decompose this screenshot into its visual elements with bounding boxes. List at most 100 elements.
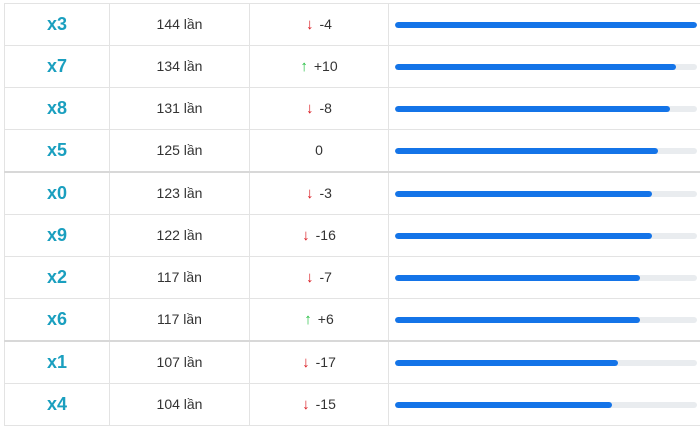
change-indicator: ↓ -15 <box>302 396 336 412</box>
count-cell: 107 lần <box>109 341 250 384</box>
table-row: x5 125 lần 0 <box>4 129 700 173</box>
count-cell: 125 lần <box>109 129 250 173</box>
count-cell: 117 lần <box>109 298 250 342</box>
change-indicator: ↓ -3 <box>306 185 332 201</box>
change-value: -4 <box>319 16 332 32</box>
progress-track <box>395 316 697 323</box>
change-cell: ↓ -4 <box>249 3 389 46</box>
number-cell: x7 <box>4 45 110 88</box>
change-cell: ↓ -3 <box>249 172 389 215</box>
arrow-up-icon: ↑ <box>304 310 312 328</box>
change-cell: ↓ -7 <box>249 256 389 299</box>
bar-cell <box>388 45 700 88</box>
number-cell: x3 <box>4 3 110 46</box>
bar-cell <box>388 214 700 257</box>
number-cell: x6 <box>4 298 110 342</box>
change-cell: ↓ -17 <box>249 341 389 384</box>
count-cell: 131 lần <box>109 87 250 130</box>
bar-cell <box>388 87 700 130</box>
arrow-down-icon: ↓ <box>306 15 314 33</box>
progress-track <box>395 63 697 70</box>
number-label: x3 <box>46 14 68 34</box>
progress-fill <box>395 63 676 70</box>
count-cell: 122 lần <box>109 214 250 257</box>
table-row: x8 131 lần ↓ -8 <box>4 87 700 130</box>
number-label: x4 <box>46 394 68 414</box>
number-cell: x9 <box>4 214 110 257</box>
table-row: x3 144 lần ↓ -4 <box>4 3 700 46</box>
count-label: 123 lần <box>156 184 203 201</box>
table-row: x7 134 lần ↑ +10 <box>4 45 700 88</box>
change-indicator: 0 <box>315 142 323 158</box>
change-cell: ↓ -8 <box>249 87 389 130</box>
arrow-down-icon: ↓ <box>302 353 310 371</box>
number-label: x0 <box>46 183 68 203</box>
change-value: -15 <box>315 396 336 412</box>
arrow-down-icon: ↓ <box>306 184 314 202</box>
count-cell: 104 lần <box>109 383 250 426</box>
change-cell: 0 <box>249 129 389 173</box>
change-indicator: ↓ -8 <box>306 100 332 116</box>
change-value: +10 <box>313 58 338 74</box>
bar-cell <box>388 341 700 384</box>
arrow-up-icon: ↑ <box>300 57 308 75</box>
count-label: 125 lần <box>156 141 203 158</box>
progress-fill <box>395 105 670 112</box>
progress-track <box>395 274 697 281</box>
bar-cell <box>388 129 700 173</box>
number-cell: x2 <box>4 256 110 299</box>
progress-track <box>395 401 697 408</box>
number-cell: x5 <box>4 129 110 173</box>
progress-fill <box>395 21 697 28</box>
change-cell: ↑ +6 <box>249 298 389 342</box>
change-cell: ↓ -15 <box>249 383 389 426</box>
count-label: 117 lần <box>157 310 202 327</box>
number-label: x5 <box>46 140 68 160</box>
table-row: x6 117 lần ↑ +6 <box>4 298 700 342</box>
count-label: 107 lần <box>156 353 203 370</box>
bar-cell <box>388 3 700 46</box>
number-label: x6 <box>46 309 68 329</box>
number-label: x1 <box>46 352 68 372</box>
bar-cell <box>388 383 700 426</box>
progress-fill <box>395 147 658 154</box>
table-row: x2 117 lần ↓ -7 <box>4 256 700 299</box>
change-value: -7 <box>319 269 332 285</box>
bar-cell <box>388 172 700 215</box>
change-indicator: ↓ -7 <box>306 269 332 285</box>
change-value: -16 <box>315 227 336 243</box>
progress-track <box>395 21 697 28</box>
count-label: 134 lần <box>156 57 203 74</box>
change-cell: ↓ -16 <box>249 214 389 257</box>
progress-fill <box>395 190 652 197</box>
number-cell: x0 <box>4 172 110 215</box>
change-indicator: ↓ -17 <box>302 354 336 370</box>
number-label: x7 <box>46 56 68 76</box>
progress-fill <box>395 401 613 408</box>
bar-cell <box>388 256 700 299</box>
progress-track <box>395 105 697 112</box>
progress-track <box>395 190 697 197</box>
count-label: 117 lần <box>157 268 202 285</box>
change-value: -3 <box>319 185 332 201</box>
change-indicator: ↓ -16 <box>302 227 336 243</box>
count-label: 122 lần <box>156 226 203 243</box>
progress-track <box>395 147 697 154</box>
progress-fill <box>395 316 640 323</box>
change-value: -17 <box>315 354 336 370</box>
count-label: 131 lần <box>156 99 203 116</box>
number-cell: x1 <box>4 341 110 384</box>
frequency-table: x3 144 lần ↓ -4 x7 134 lần ↑ +10 x8 131 lần ↓ -8 x5 1… <box>4 3 700 426</box>
count-cell: 117 lần <box>109 256 250 299</box>
table-row: x0 123 lần ↓ -3 <box>4 172 700 215</box>
arrow-down-icon: ↓ <box>306 268 314 286</box>
count-cell: 123 lần <box>109 172 250 215</box>
table-row: x1 107 lần ↓ -17 <box>4 341 700 384</box>
number-cell: x4 <box>4 383 110 426</box>
progress-track <box>395 359 697 366</box>
change-value: +6 <box>317 311 334 327</box>
change-value: 0 <box>315 141 323 158</box>
progress-fill <box>395 359 619 366</box>
progress-fill <box>395 232 652 239</box>
number-label: x2 <box>46 267 68 287</box>
